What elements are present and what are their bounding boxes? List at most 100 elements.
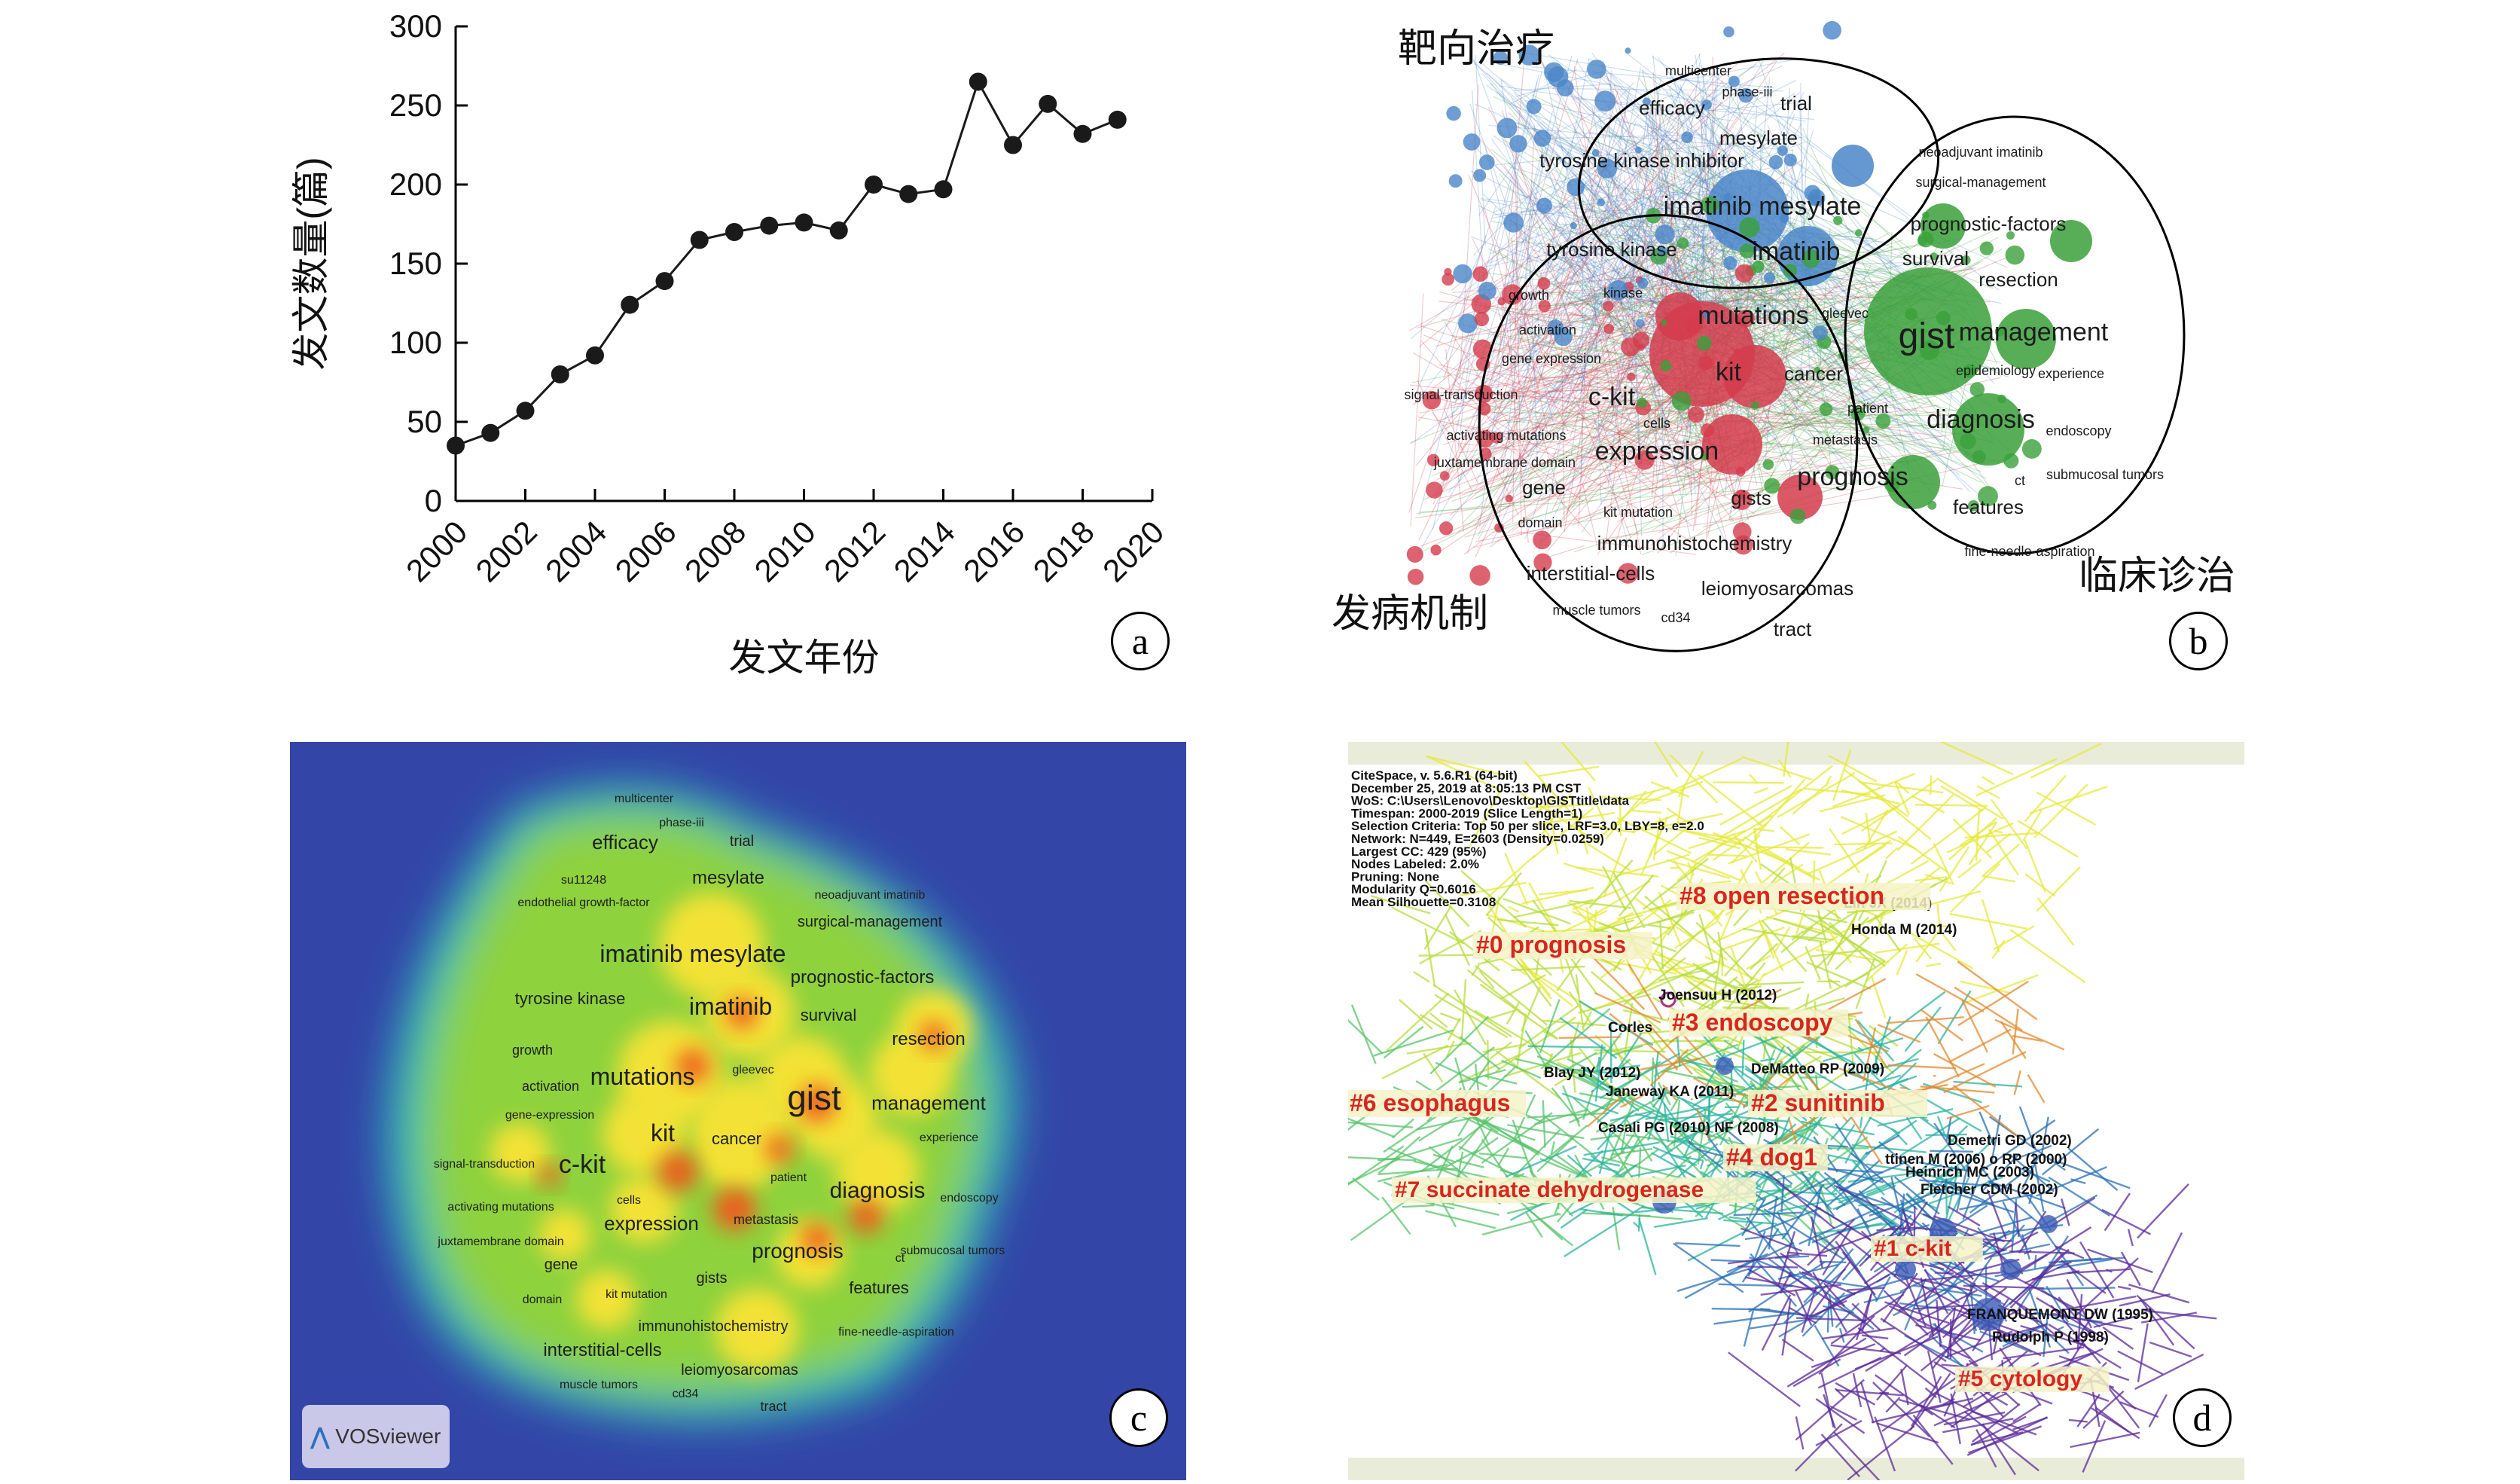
network-node — [1784, 154, 1797, 166]
term-label: prognosis — [752, 1239, 843, 1263]
term-label: efficacy — [592, 831, 658, 853]
network-node — [1672, 391, 1692, 411]
network-node — [2022, 439, 2042, 459]
author-label: DeMatteo RP (2009) — [1751, 1061, 1884, 1077]
cluster-label: #6 esophagus — [1350, 1089, 1510, 1116]
cluster-label: #4 dog1 — [1726, 1144, 1817, 1171]
citation-link — [1757, 847, 1824, 848]
network-node — [1479, 154, 1495, 170]
citation-link — [1828, 1302, 1829, 1333]
network-node — [1820, 403, 1832, 416]
network-node — [1497, 298, 1506, 306]
data-point — [1109, 111, 1127, 129]
network-node — [1832, 145, 1874, 187]
term-label: resection — [892, 1029, 965, 1049]
network-node — [1446, 106, 1461, 121]
term-label: metastasis — [734, 1212, 798, 1227]
term-label: expression — [604, 1212, 699, 1235]
network-node — [1506, 495, 1513, 502]
network-node — [1570, 222, 1577, 229]
term-label: growth — [1509, 288, 1549, 303]
term-label: gleevec — [732, 1064, 773, 1076]
term-label: surgical-management — [1915, 175, 2046, 190]
author-label: Honda M (2014) — [1851, 922, 1957, 938]
y-tick-label: 300 — [389, 8, 442, 44]
citation-node — [1716, 1057, 1734, 1075]
group-label-mechanism: 发病机制 — [1332, 582, 1488, 638]
term-label: phase-iii — [659, 817, 704, 829]
network-node — [1723, 26, 1734, 38]
term-label: prognostic-factors — [791, 967, 935, 988]
cluster-label: #8 open resection — [1679, 882, 1884, 909]
network-node — [1688, 407, 1704, 423]
network-node — [1440, 471, 1450, 481]
term-label: patient — [770, 1171, 807, 1184]
group-label-target: 靶向治疗 — [1398, 17, 1554, 73]
term-label: diagnosis — [830, 1178, 926, 1203]
cluster-label: #2 sunitinib — [1751, 1089, 1885, 1116]
network-node — [1449, 174, 1463, 188]
x-tick-label: 2000 — [399, 514, 474, 588]
network-node — [1972, 450, 1986, 464]
term-label: kinase — [1603, 286, 1643, 301]
term-label: mesylate — [1719, 127, 1798, 149]
network-node — [1681, 131, 1693, 143]
network-node — [1769, 155, 1783, 169]
network-node — [1597, 199, 1604, 206]
term-label: mutations — [590, 1063, 695, 1090]
author-label: Rudolph P (1998) — [1992, 1330, 2109, 1345]
network-node — [1473, 169, 1486, 182]
term-label: surgical-management — [798, 914, 943, 930]
term-label: resection — [1978, 268, 2058, 291]
network-node — [1503, 212, 1523, 232]
term-label: efficacy — [1639, 96, 1705, 119]
term-label: submucosal tumors — [901, 1244, 1005, 1257]
data-point — [865, 176, 883, 194]
network-node — [1735, 264, 1754, 283]
network-edge — [1550, 545, 1585, 556]
term-label: activation — [522, 1079, 579, 1094]
term-label: signal-transduction — [1404, 387, 1518, 402]
term-label: c-kit — [559, 1150, 606, 1179]
network-node — [1426, 481, 1442, 498]
network-node — [1701, 423, 1714, 437]
data-point — [899, 185, 917, 203]
citation-node — [2039, 1215, 2058, 1233]
network-node — [1557, 79, 1574, 96]
network-node — [1567, 179, 1585, 197]
term-label: endoscopy — [940, 1192, 998, 1205]
data-point — [551, 365, 569, 383]
author-label: FRANQUEMONT DW (1995) — [1967, 1307, 2153, 1323]
network-node — [1453, 264, 1472, 283]
term-label: activation — [1519, 322, 1576, 337]
term-label: tract — [760, 1399, 786, 1414]
term-label: gist — [1899, 316, 1955, 356]
x-tick-label: 2012 — [817, 514, 892, 588]
term-label: neoadjuvant imatinib — [1918, 145, 2043, 160]
data-point — [447, 437, 465, 455]
term-label: endoscopy — [2046, 423, 2111, 438]
info-line: Mean Silhouette=0.3108 — [1351, 895, 1496, 909]
term-label: leiomyosarcomas — [1701, 577, 1853, 600]
data-point — [691, 231, 709, 249]
network-node — [1813, 325, 1828, 340]
network-node — [1763, 459, 1774, 470]
term-label: neoadjuvant imatinib — [815, 889, 926, 902]
network-node — [2003, 453, 2018, 469]
data-point — [969, 73, 987, 91]
network-node — [1496, 118, 1517, 138]
term-label: gists — [1731, 487, 1771, 509]
network-node — [1698, 356, 1713, 371]
data-point — [481, 424, 499, 442]
cluster-label: #7 succinate dehydrogenase — [1395, 1177, 1704, 1202]
panel-d-tag: d — [2173, 1388, 2232, 1447]
term-label: tyrosine kinase inhibitor — [1539, 149, 1744, 172]
term-label: endothelial growth-factor — [517, 896, 650, 909]
density-yellow — [700, 1115, 776, 1190]
network-node — [1790, 508, 1806, 524]
term-label: experience — [920, 1131, 978, 1144]
line-chart: 0501001502002503002000200220042006200820… — [271, 0, 1250, 693]
citespace-network: CiteSpace, v. 5.6.R1 (64-bit)December 25… — [1348, 742, 2244, 1480]
term-label: tyrosine kinase — [1546, 238, 1676, 261]
